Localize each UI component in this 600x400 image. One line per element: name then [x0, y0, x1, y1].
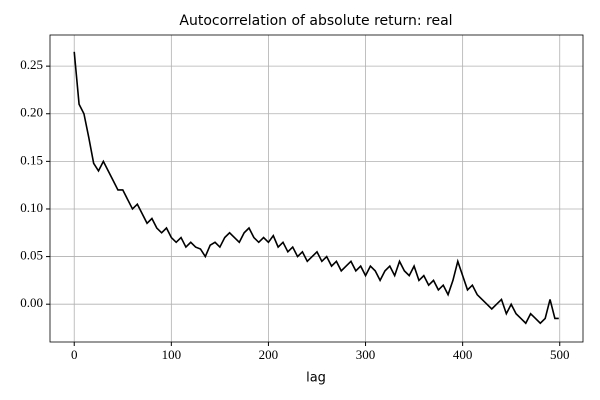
- x-axis-label: lag: [306, 371, 326, 386]
- y-tick-label: 0.00: [20, 295, 43, 310]
- y-tick-label: 0.20: [20, 105, 43, 120]
- chart-title: Autocorrelation of absolute return: real: [179, 13, 452, 29]
- y-tick-label: 0.25: [20, 57, 43, 72]
- plot-frame: [49, 34, 584, 343]
- y-tick-label: 0.05: [20, 248, 43, 263]
- y-tick-label: 0.15: [20, 152, 43, 167]
- x-tick-label: 500: [550, 347, 570, 362]
- x-tick-label: 200: [259, 347, 279, 362]
- data-line: [73, 51, 559, 325]
- x-tick-label: 100: [162, 347, 182, 362]
- x-tick-label: 0: [71, 347, 78, 362]
- x-tick-label: 400: [453, 347, 473, 362]
- x-tick-label: 300: [356, 347, 376, 362]
- y-tick-label: 0.10: [20, 200, 43, 215]
